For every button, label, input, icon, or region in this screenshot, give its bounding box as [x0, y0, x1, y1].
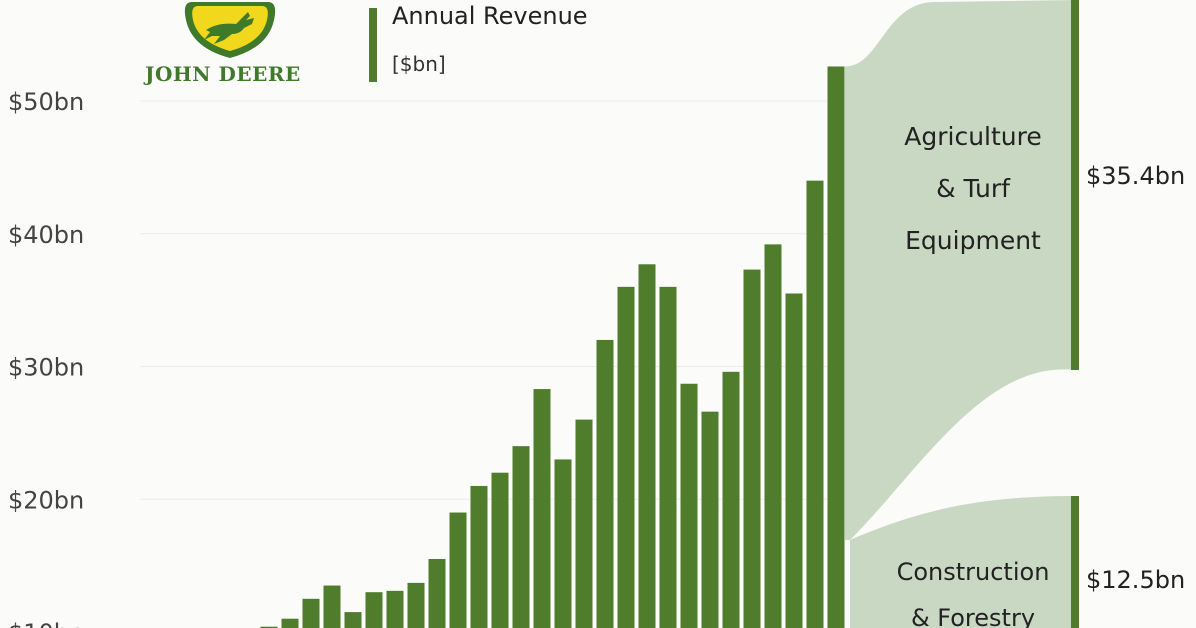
revenue-bar [617, 286, 635, 628]
y-tick-label: $20bn [8, 486, 84, 514]
bar-series [260, 66, 845, 628]
construction-flow [850, 496, 1075, 628]
y-tick-label: $50bn [8, 88, 84, 116]
revenue-bar [407, 582, 425, 628]
revenue-breakdown: Agriculture & Turf Equipment $35.4bn Constru… [845, 0, 1185, 628]
revenue-bar [554, 459, 572, 628]
revenue-bar [764, 244, 782, 628]
john-deere-logo [184, 2, 276, 58]
revenue-bar [722, 371, 740, 628]
unit-label: [$bn] [392, 52, 446, 76]
segment-value-label: $35.4bn [1086, 162, 1185, 190]
revenue-bar [470, 485, 488, 628]
revenue-bar [785, 293, 803, 628]
revenue-bar [323, 585, 341, 628]
revenue-bar [743, 269, 761, 628]
y-axis-labels: $10bn $20bn $30bn $40bn $50bn [8, 88, 84, 628]
y-tick-label: $10bn [8, 619, 84, 628]
revenue-bar [512, 446, 530, 628]
revenue-bar [596, 339, 614, 628]
leaping-deer-icon [204, 12, 254, 44]
chart-title: Annual Revenue [392, 2, 588, 30]
legend-swatch [369, 8, 377, 82]
y-tick-label: $30bn [8, 354, 84, 382]
revenue-bar [533, 389, 551, 628]
revenue-bar [575, 419, 593, 628]
revenue-bar [659, 286, 677, 628]
revenue-bar [638, 264, 656, 628]
revenue-bar [701, 411, 719, 628]
revenue-bar [680, 383, 698, 628]
agriculture-flow [845, 0, 1075, 540]
revenue-bar [344, 612, 362, 628]
revenue-bar [260, 626, 278, 628]
revenue-bar [428, 558, 446, 628]
revenue-bar [827, 66, 845, 628]
revenue-bar [806, 180, 824, 628]
segment-value-label: $12.5bn [1086, 566, 1185, 594]
revenue-bar [386, 590, 404, 628]
segment-label: Construction & Forestry [897, 558, 1050, 628]
revenue-bar [365, 592, 383, 628]
y-tick-label: $40bn [8, 221, 84, 249]
revenue-bar [449, 512, 467, 628]
revenue-bar [302, 598, 320, 628]
revenue-bar [281, 618, 299, 628]
segment-label: Agriculture & Turf Equipment [904, 122, 1042, 255]
construction-bar [1071, 496, 1079, 628]
revenue-bar [491, 472, 509, 628]
agriculture-bar [1071, 0, 1079, 370]
brand-wordmark: JOHN DEERE [145, 62, 301, 86]
